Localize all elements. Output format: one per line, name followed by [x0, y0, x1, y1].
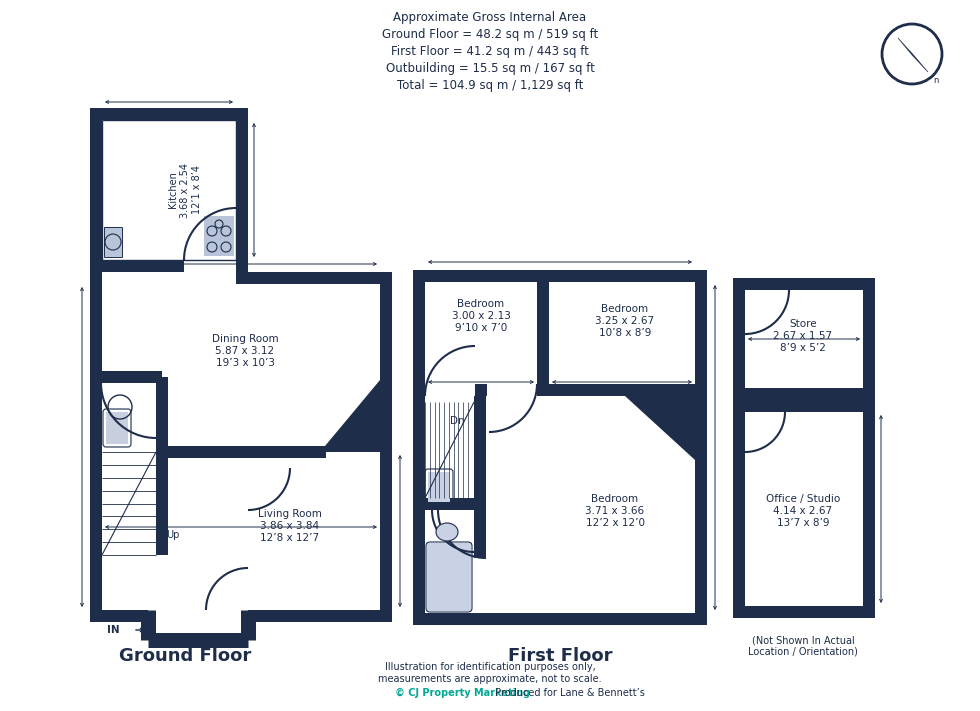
Bar — [487, 384, 537, 396]
Bar — [413, 270, 425, 625]
Bar — [90, 272, 392, 284]
Polygon shape — [898, 38, 928, 72]
Bar — [90, 272, 248, 284]
Text: Bedroom
3.00 x 2.13
9’10 x 7’0: Bedroom 3.00 x 2.13 9’10 x 7’0 — [452, 299, 511, 333]
Bar — [90, 260, 248, 272]
Bar — [474, 402, 486, 510]
Polygon shape — [625, 396, 695, 460]
Text: Dining Room
5.87 x 3.12
19’3 x 10’3: Dining Room 5.87 x 3.12 19’3 x 10’3 — [212, 334, 278, 368]
Bar — [425, 498, 474, 510]
Text: © CJ Property Marketing: © CJ Property Marketing — [395, 688, 530, 698]
Bar — [733, 400, 745, 618]
Bar — [863, 278, 875, 400]
Bar — [425, 498, 474, 510]
Bar — [413, 270, 707, 282]
Text: Dn: Dn — [451, 416, 465, 426]
Bar — [184, 260, 236, 272]
Bar — [204, 216, 234, 256]
Text: Living Room
3.86 x 3.84
12’8 x 12’7: Living Room 3.86 x 3.84 12’8 x 12’7 — [258, 509, 322, 542]
Text: Office / Studio
4.14 x 2.67
13’7 x 8’9: Office / Studio 4.14 x 2.67 13’7 x 8’9 — [766, 494, 840, 528]
Bar — [489, 384, 537, 396]
Bar — [380, 272, 392, 622]
Bar — [733, 400, 875, 412]
Text: Store
2.67 x 1.57
8’9 x 5’2: Store 2.67 x 1.57 8’9 x 5’2 — [773, 319, 833, 353]
Text: (Not Shown In Actual
Location / Orientation): (Not Shown In Actual Location / Orientat… — [748, 635, 858, 657]
Bar — [474, 396, 486, 510]
Bar — [156, 377, 168, 452]
Text: Produced for Lane & Bennett’s: Produced for Lane & Bennett’s — [492, 688, 645, 698]
Bar — [148, 610, 248, 640]
Bar — [733, 278, 745, 400]
Text: Ground Floor = 48.2 sq m / 519 sq ft: Ground Floor = 48.2 sq m / 519 sq ft — [382, 28, 598, 41]
Text: Kitchen
3.68 x 2.54
12’1 x 8’4: Kitchen 3.68 x 2.54 12’1 x 8’4 — [169, 163, 202, 218]
Bar — [106, 412, 128, 444]
Ellipse shape — [436, 523, 458, 541]
Bar — [413, 613, 707, 625]
Text: Illustration for identification purposes only,
measurements are approximate, not: Illustration for identification purposes… — [378, 662, 602, 684]
Bar — [236, 108, 248, 272]
Bar — [156, 452, 168, 555]
Bar — [428, 472, 450, 502]
Text: Up: Up — [166, 530, 179, 540]
Text: Bedroom
3.71 x 3.66
12’2 x 12’0: Bedroom 3.71 x 3.66 12’2 x 12’0 — [585, 494, 645, 528]
Bar — [104, 227, 122, 257]
Bar — [537, 270, 549, 384]
Bar — [102, 371, 162, 383]
Text: IN: IN — [107, 625, 120, 635]
Bar — [427, 543, 471, 611]
Text: First Floor: First Floor — [508, 647, 612, 665]
Bar — [733, 388, 875, 400]
Text: n: n — [933, 76, 939, 85]
Bar — [156, 377, 168, 452]
Text: Outbuilding = 15.5 sq m / 167 sq ft: Outbuilding = 15.5 sq m / 167 sq ft — [385, 62, 595, 75]
Text: Bedroom
3.25 x 2.67
10’8 x 8’9: Bedroom 3.25 x 2.67 10’8 x 8’9 — [596, 304, 655, 338]
Bar — [474, 510, 486, 558]
Bar — [90, 108, 248, 120]
Text: Total = 104.9 sq m / 1,129 sq ft: Total = 104.9 sq m / 1,129 sq ft — [397, 79, 583, 92]
Text: Ground Floor: Ground Floor — [119, 647, 251, 665]
Polygon shape — [320, 380, 380, 452]
Bar — [413, 384, 707, 396]
Text: Approximate Gross Internal Area: Approximate Gross Internal Area — [393, 11, 587, 24]
Bar — [733, 606, 875, 618]
Bar — [168, 446, 326, 458]
Bar — [90, 272, 102, 622]
Bar — [733, 278, 875, 290]
Text: First Floor = 41.2 sq m / 443 sq ft: First Floor = 41.2 sq m / 443 sq ft — [391, 45, 589, 58]
Bar — [90, 108, 102, 272]
Bar — [90, 610, 392, 622]
Bar — [425, 384, 475, 396]
Bar — [236, 272, 248, 284]
Bar — [90, 272, 102, 284]
Polygon shape — [898, 38, 928, 72]
Bar — [695, 270, 707, 625]
Bar — [863, 400, 875, 618]
